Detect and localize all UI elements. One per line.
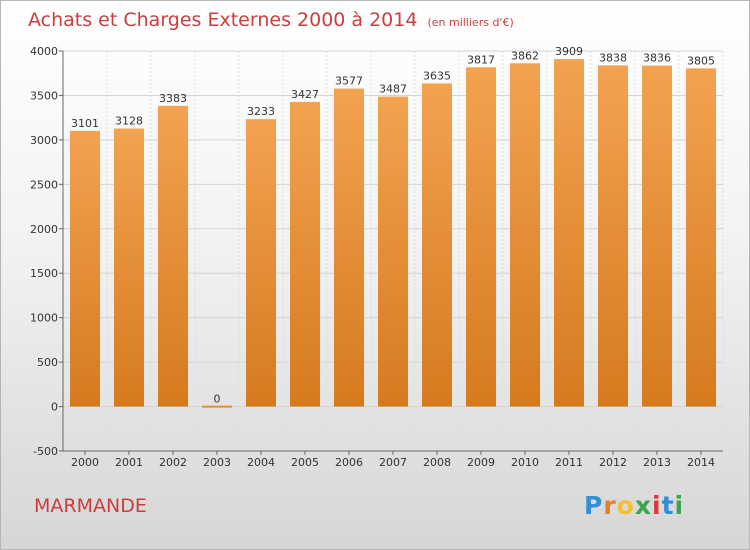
x-tick-label-2008: 2008 — [423, 456, 451, 469]
data-label-2005: 3427 — [291, 88, 319, 101]
bar-2009 — [466, 67, 496, 407]
bar-2008 — [422, 83, 452, 407]
bar-2005 — [290, 101, 320, 407]
x-tick-label-2002: 2002 — [159, 456, 187, 469]
y-tick-label: 3500 — [30, 89, 58, 102]
bar-2000 — [70, 130, 100, 407]
y-tick-label: 2000 — [30, 223, 58, 236]
data-label-2014: 3805 — [687, 54, 715, 67]
bar-2010 — [510, 63, 540, 407]
data-label-2010: 3862 — [511, 49, 539, 62]
data-label-2004: 3233 — [247, 105, 275, 118]
data-label-2000: 3101 — [71, 117, 99, 130]
x-tick-label-2007: 2007 — [379, 456, 407, 469]
unit-text: (en milliers d'€) — [427, 16, 514, 29]
axes — [59, 50, 723, 455]
y-tick-label: -500 — [33, 445, 58, 458]
bar-2007 — [378, 96, 408, 407]
x-tick-label-2003: 2003 — [203, 456, 231, 469]
logo-letter: x — [634, 491, 652, 520]
x-tick-label-2012: 2012 — [599, 456, 627, 469]
bar-2001 — [114, 128, 144, 407]
x-tick-label-2000: 2000 — [71, 456, 99, 469]
x-tick-label-2001: 2001 — [115, 456, 143, 469]
bars — [70, 59, 716, 408]
bar-2003 — [202, 405, 232, 408]
x-tick-label-2013: 2013 — [643, 456, 671, 469]
data-label-2009: 3817 — [467, 53, 495, 66]
y-tick-label: 4000 — [30, 45, 58, 58]
x-tick-label-2006: 2006 — [335, 456, 363, 469]
x-tick-label-2011: 2011 — [555, 456, 583, 469]
y-tick-label: 500 — [37, 356, 58, 369]
bar-2011 — [554, 59, 584, 407]
logo-letter: P — [584, 491, 604, 520]
y-tick-label: 3000 — [30, 134, 58, 147]
data-label-2001: 3128 — [115, 115, 143, 128]
logo-letter: i — [674, 491, 685, 520]
proxiti-logo: Proxiti — [584, 491, 684, 520]
city-name: MARMANDE — [34, 495, 147, 517]
logo-letter: o — [616, 491, 635, 520]
x-tick-labels: 2000 2001 2002 2003 2004 2005 2006 2007 2008 2009… — [71, 456, 715, 469]
x-tick-label-2005: 2005 — [291, 456, 319, 469]
y-tick-label: 2500 — [30, 178, 58, 191]
data-labels: 3101 3128 3383 0 3233 3427 3577 3487 3635 3817 386… — [71, 45, 715, 405]
bar-2014 — [686, 68, 716, 407]
data-label-2013: 3836 — [643, 52, 671, 65]
data-label-2007: 3487 — [379, 83, 407, 96]
bar-2002 — [158, 105, 188, 407]
logo-letter: t — [661, 491, 675, 520]
bar-2012 — [598, 65, 628, 407]
data-label-2006: 3577 — [335, 75, 363, 88]
data-label-2008: 3635 — [423, 69, 451, 82]
y-tick-labels: -500 0 500 1000 1500 2000 2500 3000 3500 4000 — [30, 45, 58, 458]
data-label-2002: 3383 — [159, 92, 187, 105]
chart-title: Achats et Charges Externes 2000 à 2014 (e… — [28, 9, 514, 31]
title-text: Achats et Charges Externes 2000 à 2014 — [28, 9, 418, 31]
data-label-2012: 3838 — [599, 51, 627, 64]
bar-2006 — [334, 88, 364, 407]
x-tick-label-2009: 2009 — [467, 456, 495, 469]
logo-letter: i — [652, 491, 662, 520]
x-tick-label-2010: 2010 — [511, 456, 539, 469]
bar-2013 — [642, 65, 672, 407]
bar-2004 — [246, 119, 276, 407]
y-tick-label: 1500 — [30, 267, 58, 280]
data-label-2011: 3909 — [555, 45, 583, 58]
logo-letter: r — [603, 491, 617, 520]
y-tick-label: 1000 — [30, 312, 58, 325]
x-tick-label-2014: 2014 — [687, 456, 715, 469]
x-tick-label-2004: 2004 — [247, 456, 275, 469]
y-tick-label: 0 — [51, 401, 58, 414]
data-label-2003: 0 — [214, 393, 221, 406]
